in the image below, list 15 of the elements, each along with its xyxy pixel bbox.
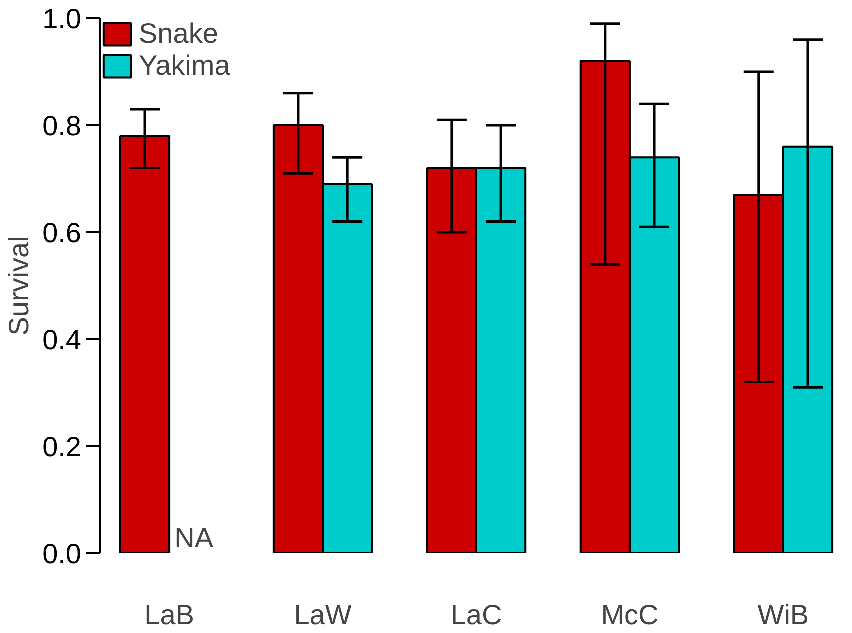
y-axis-title: Survival bbox=[4, 236, 35, 336]
legend-label: Yakima bbox=[139, 50, 230, 82]
y-tick-label: 0.6 bbox=[42, 218, 82, 248]
y-tick-label: 0.2 bbox=[42, 432, 82, 462]
x-tick-label: LaB bbox=[144, 600, 194, 630]
annotation: NA bbox=[174, 522, 214, 554]
x-tick-label: McC bbox=[601, 600, 659, 630]
x-tick-label: LaC bbox=[450, 600, 502, 630]
y-tick-label: 1.0 bbox=[42, 4, 82, 34]
x-tick-label: WiB bbox=[758, 600, 810, 630]
y-tick-label: 0.4 bbox=[42, 324, 82, 356]
y-tick-label: 0.8 bbox=[42, 110, 82, 142]
x-tick-label: LaW bbox=[294, 600, 352, 630]
y-tick-label: 0.0 bbox=[42, 538, 82, 570]
legend-label: Snake bbox=[139, 18, 218, 50]
